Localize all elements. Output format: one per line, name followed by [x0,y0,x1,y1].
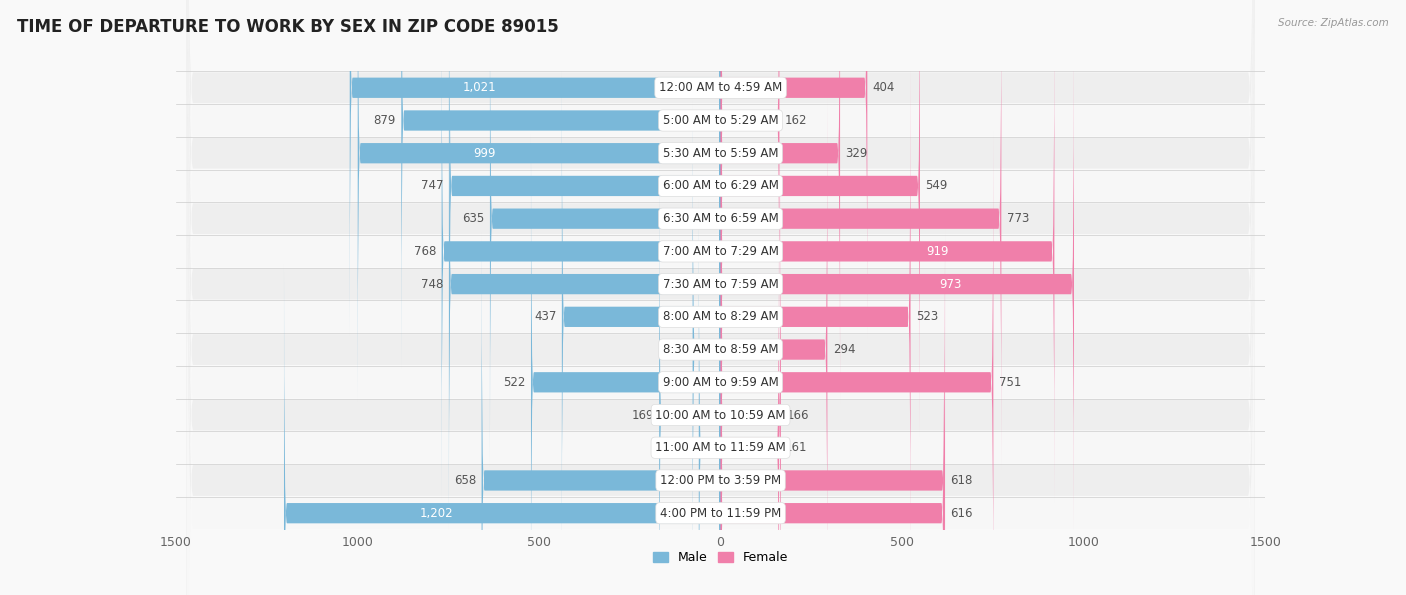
Text: 12:00 AM to 4:59 AM: 12:00 AM to 4:59 AM [659,82,782,94]
Text: 748: 748 [420,278,443,290]
Text: 6:30 AM to 6:59 AM: 6:30 AM to 6:59 AM [662,212,779,225]
Text: 5:30 AM to 5:59 AM: 5:30 AM to 5:59 AM [662,147,779,159]
FancyBboxPatch shape [187,0,1254,595]
FancyBboxPatch shape [721,0,1054,503]
FancyBboxPatch shape [187,0,1254,595]
Text: 7:30 AM to 7:59 AM: 7:30 AM to 7:59 AM [662,278,779,290]
Text: 5:00 AM to 5:29 AM: 5:00 AM to 5:29 AM [662,114,779,127]
FancyBboxPatch shape [721,33,1074,536]
FancyBboxPatch shape [721,0,920,437]
FancyBboxPatch shape [721,0,779,372]
Text: 522: 522 [503,376,526,389]
Text: 616: 616 [950,507,973,519]
Text: 523: 523 [915,311,938,323]
Text: 12:00 PM to 3:59 PM: 12:00 PM to 3:59 PM [659,474,782,487]
FancyBboxPatch shape [693,98,721,595]
FancyBboxPatch shape [357,0,721,405]
FancyBboxPatch shape [187,0,1254,595]
Text: 60: 60 [679,441,693,454]
Text: 999: 999 [474,147,496,159]
Text: 549: 549 [925,180,948,192]
FancyBboxPatch shape [187,0,1254,595]
Text: 9:00 AM to 9:59 AM: 9:00 AM to 9:59 AM [662,376,779,389]
Text: 8:30 AM to 8:59 AM: 8:30 AM to 8:59 AM [662,343,779,356]
FancyBboxPatch shape [187,0,1254,595]
FancyBboxPatch shape [187,0,1254,595]
FancyBboxPatch shape [187,0,1254,595]
Text: 747: 747 [422,180,444,192]
FancyBboxPatch shape [721,262,945,595]
Text: 77: 77 [672,343,688,356]
FancyBboxPatch shape [531,131,721,595]
FancyBboxPatch shape [699,196,721,595]
FancyBboxPatch shape [187,0,1254,595]
Text: 294: 294 [832,343,855,356]
Text: 11:00 AM to 11:59 AM: 11:00 AM to 11:59 AM [655,441,786,454]
FancyBboxPatch shape [659,164,721,595]
FancyBboxPatch shape [721,131,994,595]
FancyBboxPatch shape [721,65,911,568]
FancyBboxPatch shape [401,0,721,372]
Text: 329: 329 [845,147,868,159]
Text: 1,202: 1,202 [420,507,454,519]
FancyBboxPatch shape [350,0,721,339]
Text: 8:00 AM to 8:29 AM: 8:00 AM to 8:29 AM [662,311,779,323]
Text: 437: 437 [534,311,557,323]
FancyBboxPatch shape [721,164,780,595]
Text: 1,021: 1,021 [463,82,496,94]
FancyBboxPatch shape [187,0,1254,595]
FancyBboxPatch shape [187,0,1254,595]
Text: 10:00 AM to 10:59 AM: 10:00 AM to 10:59 AM [655,409,786,421]
Text: 658: 658 [454,474,477,487]
Text: 751: 751 [998,376,1021,389]
Text: 7:00 AM to 7:29 AM: 7:00 AM to 7:29 AM [662,245,779,258]
FancyBboxPatch shape [562,65,721,568]
FancyBboxPatch shape [482,229,721,595]
Text: 773: 773 [1007,212,1029,225]
FancyBboxPatch shape [187,0,1254,595]
Text: 973: 973 [939,278,962,290]
Text: 162: 162 [785,114,807,127]
FancyBboxPatch shape [187,0,1254,595]
Text: 404: 404 [873,82,896,94]
Text: 618: 618 [950,474,973,487]
FancyBboxPatch shape [721,229,945,595]
Text: 879: 879 [374,114,396,127]
Text: 635: 635 [463,212,485,225]
FancyBboxPatch shape [441,0,721,503]
Legend: Male, Female: Male, Female [648,546,793,569]
FancyBboxPatch shape [721,0,839,405]
FancyBboxPatch shape [187,0,1254,595]
Text: 768: 768 [413,245,436,258]
Text: TIME OF DEPARTURE TO WORK BY SEX IN ZIP CODE 89015: TIME OF DEPARTURE TO WORK BY SEX IN ZIP … [17,18,558,36]
Text: Source: ZipAtlas.com: Source: ZipAtlas.com [1278,18,1389,28]
FancyBboxPatch shape [721,196,779,595]
Text: 4:00 PM to 11:59 PM: 4:00 PM to 11:59 PM [659,507,782,519]
Text: 161: 161 [785,441,807,454]
FancyBboxPatch shape [721,0,868,339]
FancyBboxPatch shape [284,262,721,595]
FancyBboxPatch shape [450,0,721,437]
FancyBboxPatch shape [449,33,721,536]
Text: 919: 919 [927,245,949,258]
FancyBboxPatch shape [721,98,827,595]
Text: 169: 169 [631,409,654,421]
FancyBboxPatch shape [187,0,1254,595]
FancyBboxPatch shape [721,0,1001,470]
Text: 166: 166 [786,409,808,421]
FancyBboxPatch shape [489,0,721,470]
Text: 6:00 AM to 6:29 AM: 6:00 AM to 6:29 AM [662,180,779,192]
